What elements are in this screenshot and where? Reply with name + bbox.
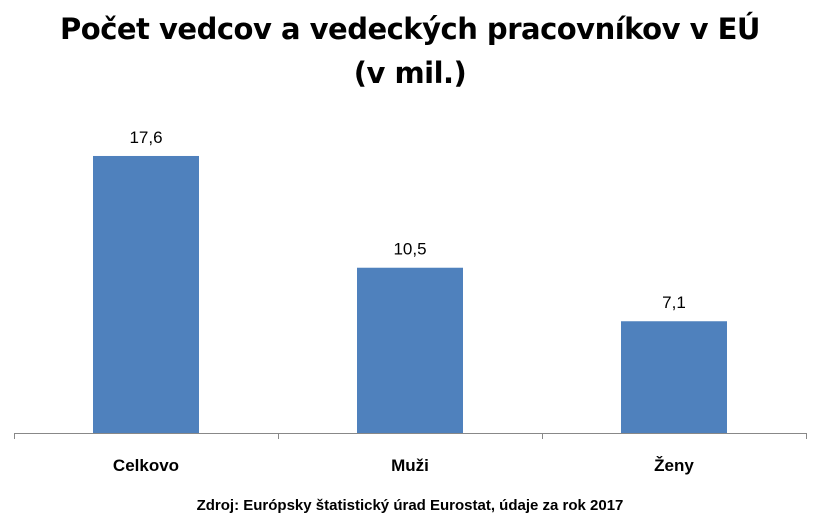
- data-label-0: 17,6: [129, 128, 162, 147]
- bar-2: [621, 321, 727, 433]
- data-label-1: 10,5: [393, 240, 426, 259]
- source-note: Zdroj: Európsky štatistický úrad Eurosta…: [196, 497, 624, 514]
- plot-area: 17,6 Celkovo 10,5 Muži 7,1 Ženy: [14, 128, 807, 475]
- category-label-1: Muži: [391, 456, 429, 475]
- bar-0: [93, 155, 199, 433]
- category-label-0: Celkovo: [113, 456, 179, 475]
- data-label-2: 7,1: [662, 293, 686, 312]
- bar-1: [357, 267, 463, 433]
- chart-subtitle: (v mil.): [353, 56, 467, 90]
- chart-title: Počet vedcov a vedeckých pracovníkov v E…: [60, 12, 760, 46]
- category-label-2: Ženy: [654, 456, 694, 475]
